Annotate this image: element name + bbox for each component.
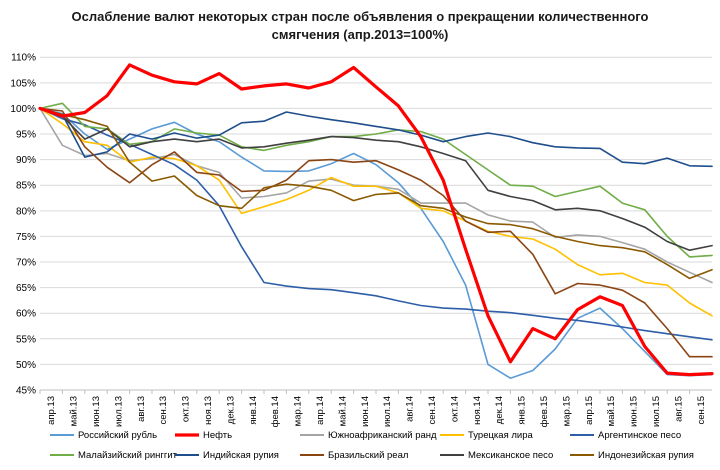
series-line	[39, 107, 713, 251]
x-tick-label: апр.15	[584, 396, 595, 425]
legend-label: Индийская рупия	[203, 450, 279, 461]
legend-label: Турецкая лира	[468, 430, 533, 441]
chart-title-line1: Ослабление валют некоторых стран после о…	[71, 9, 649, 24]
x-tick-label: сен.13	[158, 396, 169, 425]
chart-title-line2: смягчения (апр.2013=100%)	[271, 27, 449, 42]
x-tick-label: апр.14	[315, 396, 326, 425]
series-line	[39, 107, 713, 358]
series-lines	[38, 63, 714, 380]
y-tick-label: 50%	[16, 360, 36, 371]
chart-title: Ослабление валют некоторых стран после о…	[0, 8, 720, 44]
legend-label: Мексиканское песо	[468, 450, 553, 461]
x-tick-label: июл.14	[382, 396, 393, 427]
x-tick-label: дек.14	[494, 396, 505, 424]
y-tick-label: 85%	[16, 181, 36, 192]
x-tick-label: авг.14	[405, 396, 416, 422]
x-tick-label: май.14	[337, 396, 348, 426]
y-tick-label: 90%	[16, 155, 36, 166]
x-tick-label: дек.13	[225, 396, 236, 424]
x-tick-label: июн.13	[91, 396, 102, 427]
y-tick-label: 70%	[16, 258, 36, 269]
legend-label: Аргентинское песо	[598, 430, 681, 441]
y-axis: 45% 50% 55% 60% 65% 70% 75% 80% 85% 90% 95% 100% 105…	[10, 53, 36, 397]
legend-label: Российский рубль	[78, 430, 157, 441]
series-line	[39, 107, 713, 280]
series-line	[39, 107, 713, 317]
x-tick-label: апр.13	[46, 396, 57, 425]
x-tick-label: авг.13	[136, 396, 147, 422]
x-tick-label: май.15	[606, 396, 617, 426]
x-tick-label: янв.14	[248, 396, 259, 425]
legend: Российский рубль Нефть Южноафриканский ран…	[50, 430, 694, 461]
y-tick-label: 100%	[10, 104, 36, 115]
x-tick-label: июл.15	[651, 396, 662, 427]
y-tick-label: 65%	[16, 283, 36, 294]
series-line	[39, 107, 713, 380]
x-tick-label: ноя.14	[472, 396, 483, 425]
x-tick-label: окт.13	[181, 396, 192, 422]
x-tick-label: авг.15	[673, 396, 684, 422]
legend-label: Нефть	[203, 430, 232, 441]
gridlines	[40, 56, 712, 391]
x-tick-label: фев.14	[270, 396, 281, 427]
x-tick-label: фев.15	[539, 396, 550, 427]
x-tick-label: июн.15	[629, 396, 640, 427]
x-tick-label: окт.14	[449, 396, 460, 422]
y-tick-label: 80%	[16, 206, 36, 217]
x-tick-label: мар.15	[561, 396, 572, 426]
legend-label: Бразильский реал	[328, 450, 408, 461]
y-tick-label: 60%	[16, 309, 36, 320]
y-tick-label: 75%	[16, 232, 36, 243]
x-tick-label: май.13	[69, 396, 80, 426]
x-axis: апр.13 май.13 июн.13 июл.13 авг.13 сен.13 окт.…	[39, 389, 712, 427]
y-tick-label: 110%	[11, 53, 36, 64]
x-tick-label: сен.14	[427, 396, 438, 425]
y-tick-label: 105%	[10, 78, 36, 89]
legend-label: Индонезийская рупия	[598, 450, 694, 461]
y-tick-label: 45%	[16, 386, 36, 397]
x-tick-label: июл.13	[113, 396, 124, 427]
x-tick-label: янв.15	[517, 396, 528, 425]
x-tick-label: мар.14	[293, 396, 304, 426]
series-line	[39, 107, 713, 341]
y-tick-label: 55%	[16, 334, 36, 345]
x-tick-label: ноя.13	[203, 396, 214, 425]
legend-label: Малайзийский ринггит	[78, 450, 178, 461]
series-line	[38, 63, 714, 377]
x-tick-label: сен.15	[696, 396, 707, 425]
x-tick-label: июн.14	[360, 396, 371, 427]
series-line	[39, 107, 713, 168]
y-tick-label: 95%	[16, 130, 36, 141]
legend-label: Южноафриканский ранд	[328, 430, 437, 441]
